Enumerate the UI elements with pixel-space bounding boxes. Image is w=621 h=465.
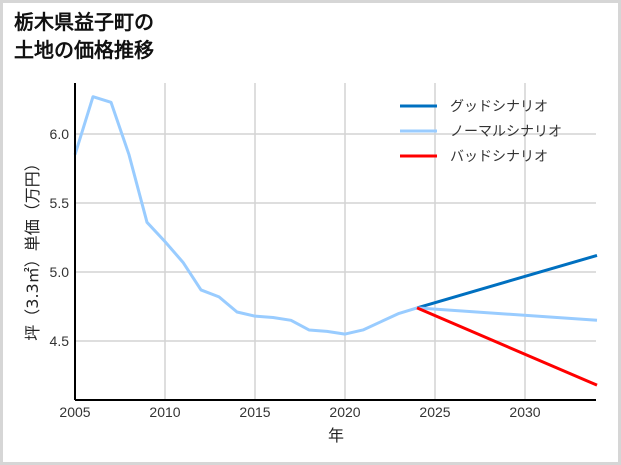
title-line-2: 土地の価格推移: [14, 38, 154, 62]
chart-title: 栃木県益子町の 土地の価格推移: [14, 8, 154, 64]
series-line: [73, 95, 598, 336]
series-line: [416, 306, 598, 387]
x-axis-label: 年: [328, 426, 344, 445]
legend-label: グッドシナリオ: [450, 99, 548, 115]
y-axis-label: 坪（3.3㎡）単価（万円）: [23, 155, 42, 340]
x-tick-label: 2025: [419, 404, 450, 420]
x-tick-label: 2020: [329, 404, 360, 420]
y-tick-label: 4.5: [50, 333, 70, 349]
title-line-1: 栃木県益子町の: [14, 10, 154, 34]
x-tick-label: 2030: [509, 404, 540, 420]
x-tick-label: 2015: [239, 404, 270, 420]
legend-label: ノーマルシナリオ: [450, 124, 562, 140]
y-tick-label: 6.0: [50, 126, 70, 142]
y-tick-label: 5.5: [50, 195, 70, 211]
x-tick-label: 2005: [59, 404, 90, 420]
legend-label: バッドシナリオ: [450, 149, 548, 165]
x-tick-label: 2010: [149, 404, 180, 420]
series-line: [416, 253, 598, 310]
y-tick-label: 5.0: [50, 264, 70, 280]
